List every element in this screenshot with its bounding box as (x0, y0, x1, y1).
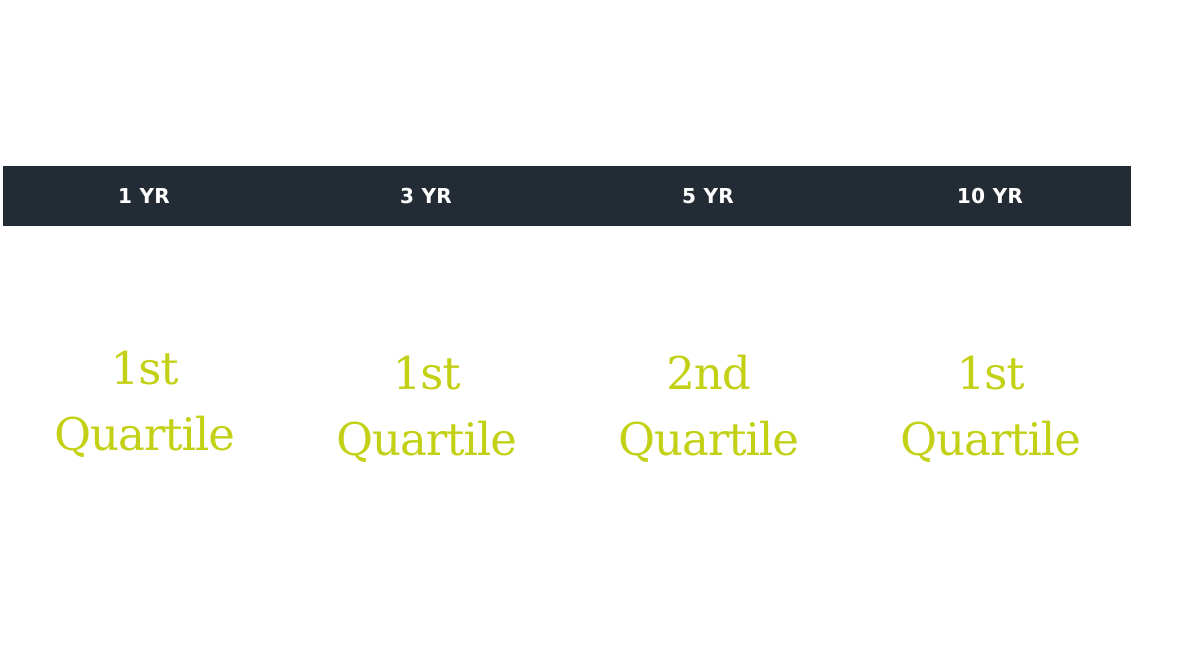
rank-ordinal: 1st (392, 347, 461, 400)
quartile-rank-5yr: 2nd Quartile (588, 341, 828, 473)
rank-unit: Quartile (336, 413, 517, 466)
quartile-rank-1yr: 1st Quartile (24, 336, 264, 468)
period-label-10yr: 10 YR (956, 184, 1024, 208)
rank-ordinal: 2nd (666, 347, 750, 400)
period-label-1yr: 1 YR (118, 184, 170, 208)
rank-unit: Quartile (54, 408, 235, 461)
rank-ordinal: 1st (956, 347, 1025, 400)
period-header-bar: 1 YR 3 YR 5 YR 10 YR (3, 166, 1131, 226)
quartile-rank-3yr: 1st Quartile (306, 341, 546, 473)
period-label-5yr: 5 YR (682, 184, 734, 208)
rank-unit: Quartile (900, 413, 1081, 466)
rank-unit: Quartile (618, 413, 799, 466)
rank-ordinal: 1st (110, 342, 179, 395)
quartile-rank-10yr: 1st Quartile (870, 341, 1110, 473)
period-label-3yr: 3 YR (400, 184, 452, 208)
